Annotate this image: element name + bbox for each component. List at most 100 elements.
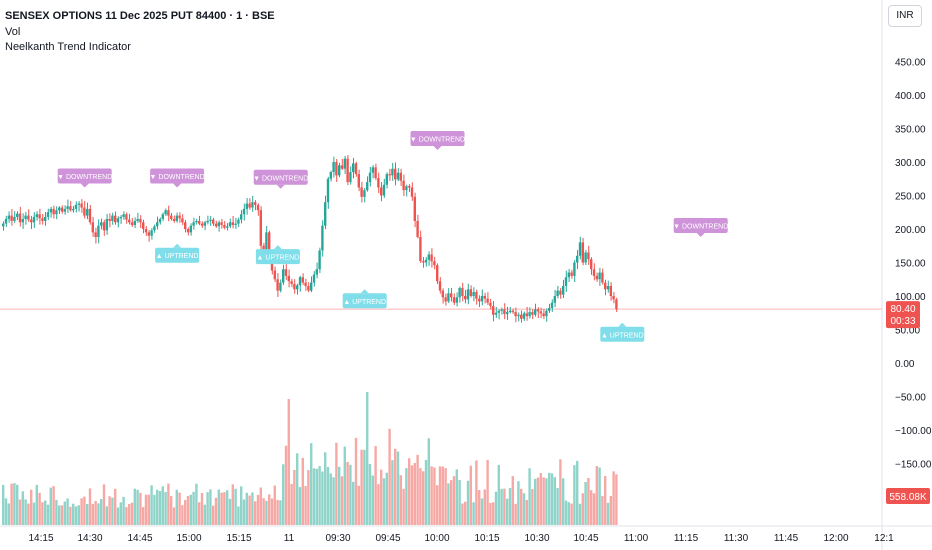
volume-bar [469, 465, 472, 525]
signal-pointer [173, 243, 182, 248]
candle-body [77, 203, 80, 205]
candle-body [212, 219, 215, 224]
volume-bar [142, 507, 145, 525]
volume-bar [58, 505, 61, 525]
candle-body [130, 222, 134, 225]
volume-bar [21, 491, 24, 525]
volume-bar [324, 452, 327, 525]
candle-body [604, 282, 607, 290]
volume-bar [10, 483, 13, 525]
volume-bar [517, 481, 520, 525]
candle-body [7, 215, 10, 219]
downtrend-signal-tag: ▼ DOWNTREND [253, 169, 308, 189]
last-price-value: 80.40 [890, 304, 915, 315]
candle-body [105, 218, 108, 231]
volume-bar [606, 502, 610, 525]
symbol-title[interactable]: SENSEX OPTIONS 11 Dec 2025 PUT 84400 · 1… [5, 10, 275, 22]
volume-bar [94, 501, 97, 525]
candle-body [63, 208, 66, 212]
volume-bar [214, 497, 218, 525]
signal-pointer [80, 183, 89, 188]
y-tick-label: 200.00 [895, 225, 926, 236]
volume-bar [18, 499, 22, 525]
candle-body [72, 208, 75, 211]
candle-body [408, 186, 411, 188]
volume-bar [377, 484, 380, 525]
x-tick-label: 15:15 [226, 533, 251, 544]
volume-bar [413, 463, 416, 525]
candle-body [587, 252, 590, 260]
volume-bar [4, 498, 8, 525]
candle-body [228, 222, 232, 227]
volume-bar [380, 469, 383, 525]
signal-label: ▼ DOWNTREND [673, 224, 728, 231]
candle-body [18, 213, 22, 223]
candle-body [413, 196, 416, 221]
candle-body [340, 165, 344, 169]
volume-bar [466, 480, 470, 525]
x-tick-label: 10:45 [573, 533, 598, 544]
volume-bar [52, 486, 55, 525]
volume-bar [576, 460, 579, 525]
y-tick-label: 100.00 [895, 292, 926, 303]
volume-bar [343, 446, 346, 525]
volume-bar [55, 499, 58, 525]
volume-bar [86, 504, 89, 525]
volume-bar [483, 489, 486, 525]
volume-bar [262, 498, 265, 525]
candle-body [268, 232, 271, 263]
candle-body [508, 310, 512, 313]
candle-body [270, 262, 274, 271]
candle-body [321, 225, 324, 251]
volume-bar [433, 467, 436, 525]
candle-body [128, 219, 131, 223]
candle-body [324, 202, 327, 226]
signal-box [673, 218, 728, 234]
signal-pointer [433, 145, 442, 150]
candle-body [368, 172, 372, 183]
indicator-legend[interactable]: Neelkanth Trend Indicator [5, 41, 131, 53]
candle-body [74, 204, 78, 209]
candle-body [346, 158, 349, 183]
volume-bar [46, 504, 50, 525]
candle-body [366, 182, 369, 191]
volume-bar [256, 494, 260, 525]
candle-body [570, 272, 573, 276]
volume-bar [587, 477, 590, 525]
volume-legend[interactable]: Vol [5, 25, 21, 38]
signal-box [410, 130, 465, 146]
candle-body [52, 208, 55, 215]
volume-bar [108, 496, 111, 525]
volume-bar [301, 457, 304, 525]
volume-bar [24, 499, 27, 525]
volume-bar [584, 481, 587, 525]
candle-body [441, 290, 444, 298]
candle-body [273, 270, 276, 280]
candle-body [237, 219, 240, 224]
candle-body [312, 274, 316, 283]
candle-body [206, 220, 209, 223]
y-tick-label: −100.00 [895, 426, 932, 437]
candle-body [198, 220, 201, 224]
volume-bar [226, 490, 229, 525]
candle-body [612, 296, 615, 300]
candle-body [497, 310, 500, 313]
volume-bar [419, 468, 422, 525]
candle-body [522, 313, 526, 319]
candle-body [494, 312, 498, 315]
candle-body [139, 218, 142, 223]
currency-button[interactable]: INR [888, 5, 922, 27]
candle-body [284, 269, 288, 276]
x-tick-label: 12:1 [874, 533, 894, 544]
volume-bar [156, 489, 159, 525]
volume-bar [111, 497, 114, 525]
candle-body [60, 207, 64, 212]
uptrend-signal-tag: ▲ UPTREND [155, 243, 200, 263]
volume-bar [545, 478, 548, 525]
volume-bar [329, 473, 332, 525]
candle-body [122, 214, 125, 217]
volume-bar [195, 483, 198, 525]
candle-body [114, 215, 117, 223]
volume-bar [556, 488, 559, 525]
